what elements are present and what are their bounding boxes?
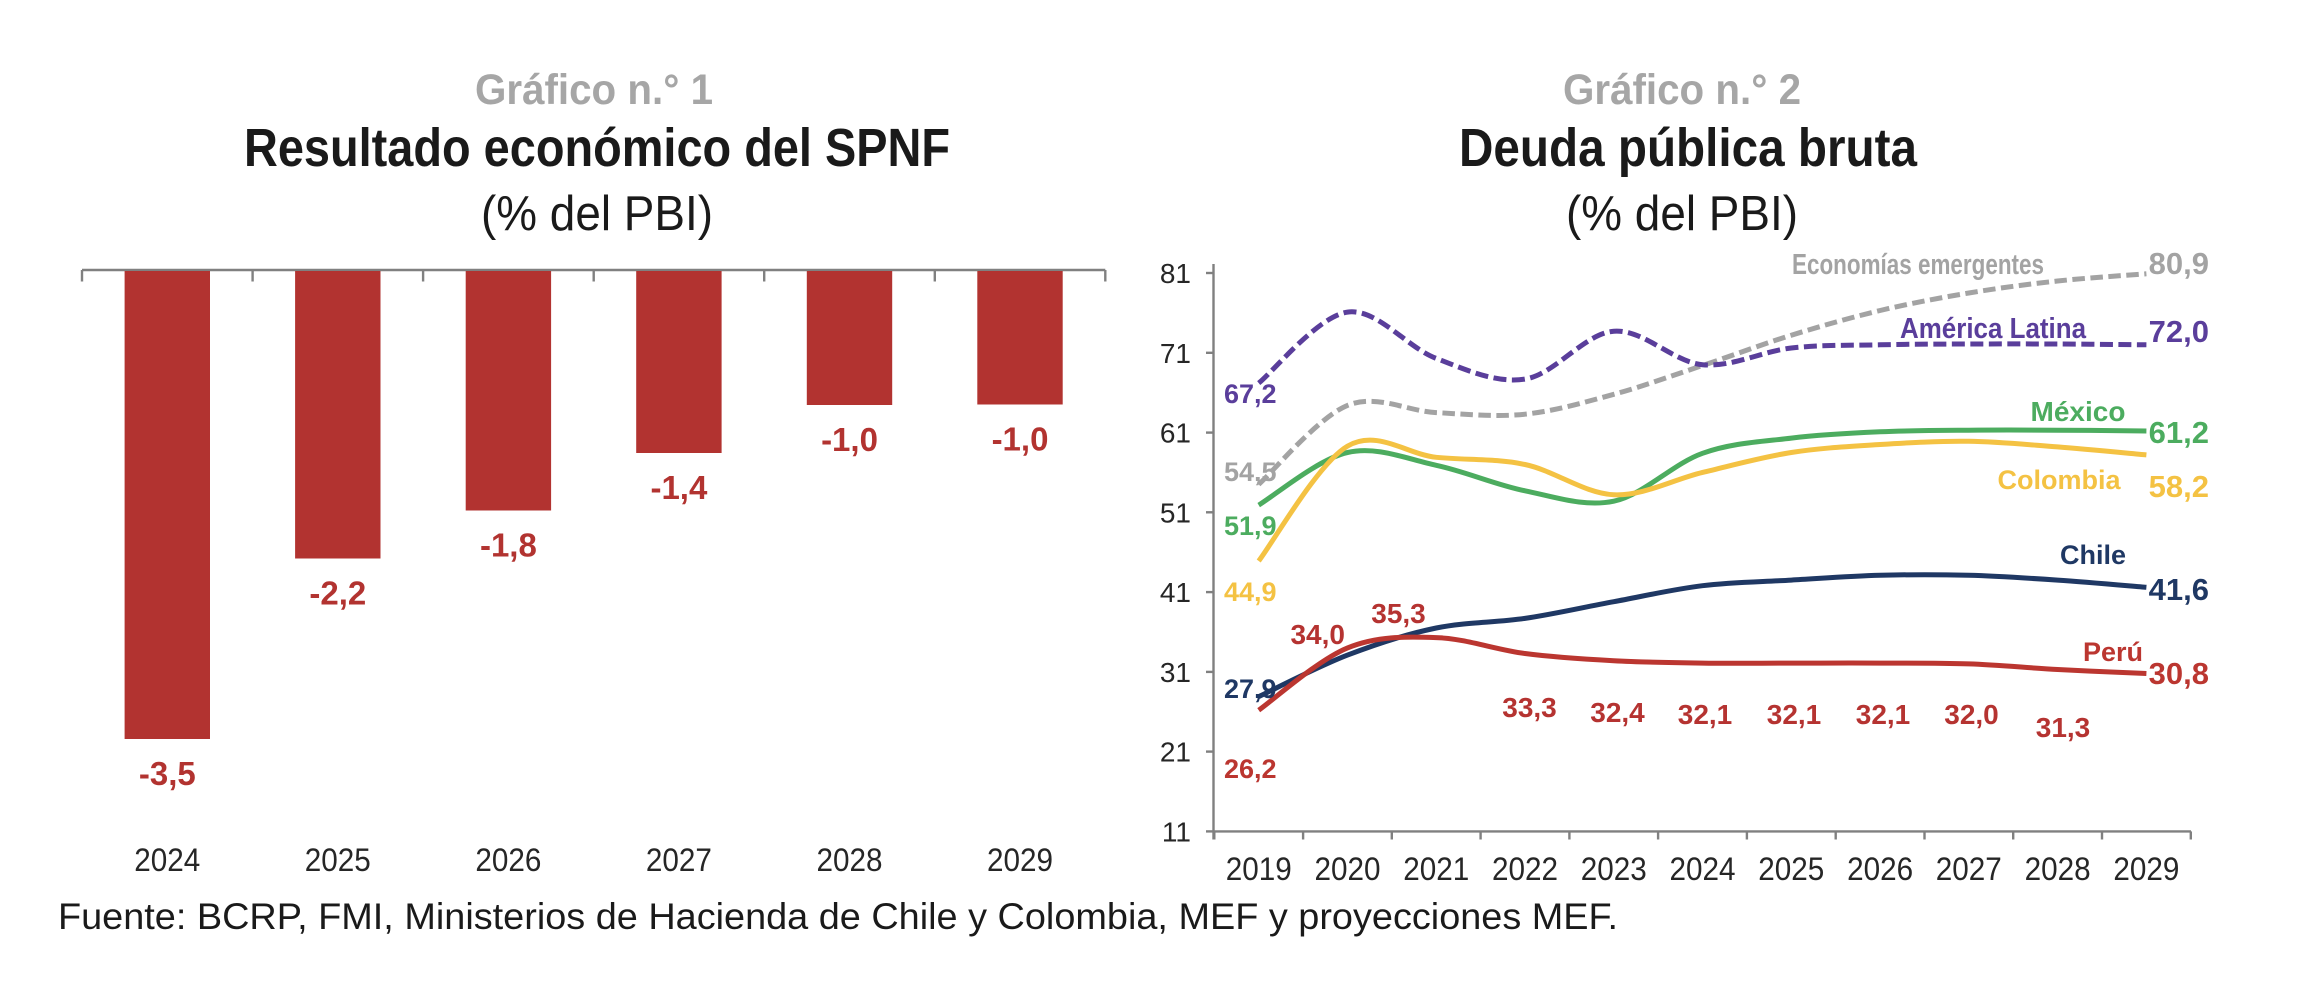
svg-text:11: 11 bbox=[1162, 816, 1191, 847]
svg-text:41: 41 bbox=[1160, 577, 1191, 608]
svg-text:-1,0: -1,0 bbox=[821, 421, 878, 458]
svg-text:32,4: 32,4 bbox=[1590, 697, 1645, 728]
svg-text:Resultado económico del SPNF: Resultado económico del SPNF bbox=[244, 118, 950, 178]
svg-text:80,9: 80,9 bbox=[2149, 246, 2209, 281]
svg-text:67,2: 67,2 bbox=[1224, 379, 1277, 409]
svg-text:Fuente: BCRP, FMI, Ministerios: Fuente: BCRP, FMI, Ministerios de Hacien… bbox=[58, 896, 1618, 937]
svg-text:51,9: 51,9 bbox=[1224, 511, 1277, 541]
svg-text:32,1: 32,1 bbox=[1767, 699, 1822, 730]
svg-text:27,9: 27,9 bbox=[1224, 674, 1277, 704]
svg-text:2021: 2021 bbox=[1403, 851, 1469, 887]
svg-text:América Latina: América Latina bbox=[1900, 313, 2087, 345]
svg-text:21: 21 bbox=[1160, 737, 1191, 768]
svg-text:Economías emergentes: Economías emergentes bbox=[1792, 249, 2044, 281]
svg-text:2026: 2026 bbox=[475, 842, 541, 878]
svg-text:2023: 2023 bbox=[1581, 851, 1647, 887]
svg-text:72,0: 72,0 bbox=[2149, 314, 2209, 349]
svg-text:Colombia: Colombia bbox=[1997, 465, 2121, 495]
svg-text:2024: 2024 bbox=[1670, 851, 1736, 887]
svg-text:2029: 2029 bbox=[987, 842, 1053, 878]
svg-text:2025: 2025 bbox=[305, 842, 371, 878]
svg-text:México: México bbox=[2031, 396, 2126, 427]
svg-text:71: 71 bbox=[1160, 338, 1191, 369]
svg-text:26,2: 26,2 bbox=[1224, 754, 1277, 784]
svg-text:61: 61 bbox=[1160, 418, 1191, 449]
svg-text:2025: 2025 bbox=[1758, 851, 1824, 887]
svg-text:54,5: 54,5 bbox=[1224, 457, 1277, 487]
svg-text:35,3: 35,3 bbox=[1371, 598, 1426, 629]
svg-text:2028: 2028 bbox=[817, 842, 883, 878]
svg-text:2029: 2029 bbox=[2113, 851, 2179, 887]
svg-text:Gráfico n.° 1: Gráfico n.° 1 bbox=[475, 66, 713, 114]
svg-text:-2,2: -2,2 bbox=[309, 575, 366, 612]
svg-text:41,6: 41,6 bbox=[2149, 572, 2209, 607]
svg-text:31: 31 bbox=[1160, 657, 1191, 688]
svg-text:81: 81 bbox=[1160, 258, 1191, 289]
svg-text:2024: 2024 bbox=[134, 842, 200, 878]
svg-text:32,0: 32,0 bbox=[1944, 699, 1999, 730]
svg-text:34,0: 34,0 bbox=[1290, 619, 1345, 650]
svg-text:44,9: 44,9 bbox=[1224, 577, 1277, 607]
svg-text:30,8: 30,8 bbox=[2149, 656, 2209, 691]
svg-text:2019: 2019 bbox=[1226, 851, 1292, 887]
svg-text:32,1: 32,1 bbox=[1678, 699, 1733, 730]
svg-text:31,3: 31,3 bbox=[2036, 712, 2091, 743]
svg-text:Perú: Perú bbox=[2083, 637, 2143, 667]
svg-text:-3,5: -3,5 bbox=[139, 755, 196, 792]
svg-text:33,3: 33,3 bbox=[1502, 692, 1557, 723]
svg-text:51: 51 bbox=[1160, 497, 1191, 528]
svg-text:-1,8: -1,8 bbox=[480, 527, 537, 564]
svg-text:2022: 2022 bbox=[1492, 851, 1558, 887]
svg-text:2027: 2027 bbox=[1936, 851, 2002, 887]
svg-text:-1,0: -1,0 bbox=[992, 421, 1049, 458]
svg-text:Deuda pública bruta: Deuda pública bruta bbox=[1459, 118, 1918, 178]
svg-text:32,1: 32,1 bbox=[1856, 699, 1911, 730]
svg-text:Gráfico n.° 2: Gráfico n.° 2 bbox=[1563, 66, 1801, 114]
svg-text:2027: 2027 bbox=[646, 842, 712, 878]
svg-text:Chile: Chile bbox=[2060, 540, 2126, 570]
svg-text:(% del PBI): (% del PBI) bbox=[481, 187, 713, 241]
svg-text:(% del PBI): (% del PBI) bbox=[1566, 187, 1798, 241]
svg-text:2026: 2026 bbox=[1847, 851, 1913, 887]
svg-text:-1,4: -1,4 bbox=[650, 469, 708, 506]
svg-text:2020: 2020 bbox=[1315, 851, 1381, 887]
svg-text:61,2: 61,2 bbox=[2149, 415, 2209, 450]
svg-text:2028: 2028 bbox=[2025, 851, 2091, 887]
svg-text:58,2: 58,2 bbox=[2149, 469, 2209, 504]
